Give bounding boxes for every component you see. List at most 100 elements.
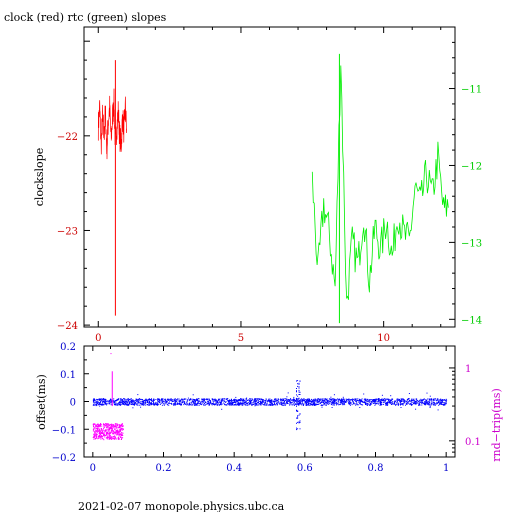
rndtrip-point [109, 435, 110, 437]
offset-point [146, 401, 148, 403]
top-series-layer [97, 53, 449, 324]
offset-point [280, 404, 282, 405]
bottom-x-tick-label: 0.2 [156, 463, 172, 474]
offset-point [379, 404, 381, 406]
offset-point [214, 403, 215, 405]
offset-point [379, 400, 381, 402]
offset-point [293, 396, 295, 398]
offset-point [305, 404, 307, 406]
rndtrip-point [111, 436, 113, 438]
offset-point [162, 402, 164, 404]
offset-point [322, 400, 324, 402]
offset-outlier-point [299, 400, 301, 402]
rndtrip-point [92, 423, 94, 425]
offset-point [227, 403, 228, 405]
offset-point [442, 400, 444, 402]
rndtrip-point [120, 434, 122, 436]
offset-point [328, 402, 330, 404]
offset-point [286, 396, 288, 398]
offset-point [294, 403, 296, 405]
rndtrip-point [110, 427, 112, 429]
offset-point [124, 404, 126, 406]
offset-point [302, 400, 304, 402]
offset-point [201, 398, 203, 400]
offset-point [188, 398, 190, 400]
offset-point [425, 403, 427, 405]
rndtrip-point [109, 431, 111, 433]
offset-point [132, 407, 134, 409]
offset-outlier-point [296, 429, 297, 431]
offset-point [184, 402, 185, 404]
offset-point [113, 401, 115, 403]
offset-point [249, 398, 251, 400]
offset-point [115, 402, 117, 404]
offset-point [422, 399, 424, 401]
offset-point [366, 399, 368, 401]
offset-outlier-point [297, 395, 299, 397]
offset-point [178, 402, 180, 404]
offset-point [203, 398, 205, 400]
offset-point [209, 399, 210, 401]
offset-point [410, 400, 412, 402]
offset-point [246, 402, 247, 404]
offset-point [106, 404, 108, 406]
offset-point [174, 401, 176, 403]
offset-point [162, 398, 163, 400]
offset-point [445, 401, 447, 403]
rndtrip-point [120, 435, 122, 437]
offset-point [92, 399, 94, 401]
offset-point [194, 402, 196, 404]
rndtrip-point [110, 438, 112, 440]
rndtrip-point [121, 439, 122, 440]
rndtrip-point [117, 432, 119, 434]
offset-point [177, 398, 179, 400]
offset-point [311, 400, 313, 402]
offset-point [303, 400, 305, 402]
offset-point [386, 403, 388, 405]
offset-point [387, 398, 389, 400]
offset-point [342, 396, 344, 398]
offset-point [142, 403, 144, 405]
offset-point [301, 398, 302, 400]
offset-point [331, 401, 333, 403]
offset-point [122, 401, 124, 403]
offset-point [261, 401, 263, 403]
offset-point [306, 400, 308, 402]
offset-point [264, 402, 266, 404]
rndtrip-point [114, 426, 116, 428]
offset-point [370, 399, 372, 401]
offset-point [127, 398, 128, 400]
offset-point [155, 404, 157, 405]
offset-point [195, 404, 197, 406]
rndtrip-point [97, 438, 99, 440]
offset-point [381, 399, 382, 401]
offset-point [429, 398, 431, 400]
rndtrip-point [106, 432, 108, 434]
offset-point [361, 404, 363, 406]
offset-point [309, 400, 311, 402]
offset-point [349, 401, 351, 403]
rndtrip-point [120, 432, 122, 434]
offset-point [101, 399, 103, 401]
offset-point [421, 399, 423, 401]
offset-point [108, 402, 110, 404]
offset-point [341, 398, 343, 400]
offset-point [327, 403, 329, 405]
rndtrip-point [112, 428, 114, 430]
offset-point [131, 401, 132, 403]
offset-point [247, 402, 249, 404]
offset-point [258, 398, 260, 400]
offset-point [314, 402, 316, 403]
offset-point [167, 398, 169, 400]
offset-point [141, 402, 143, 404]
offset-point [254, 398, 256, 400]
offset-point [207, 400, 209, 402]
offset-point [102, 403, 104, 405]
offset-point [96, 404, 98, 406]
offset-outlier-point [298, 389, 300, 391]
offset-point [441, 399, 443, 401]
rndtrip-point [100, 424, 102, 425]
offset-point [413, 399, 415, 401]
offset-point [239, 399, 241, 401]
rndtrip-point [112, 433, 114, 435]
